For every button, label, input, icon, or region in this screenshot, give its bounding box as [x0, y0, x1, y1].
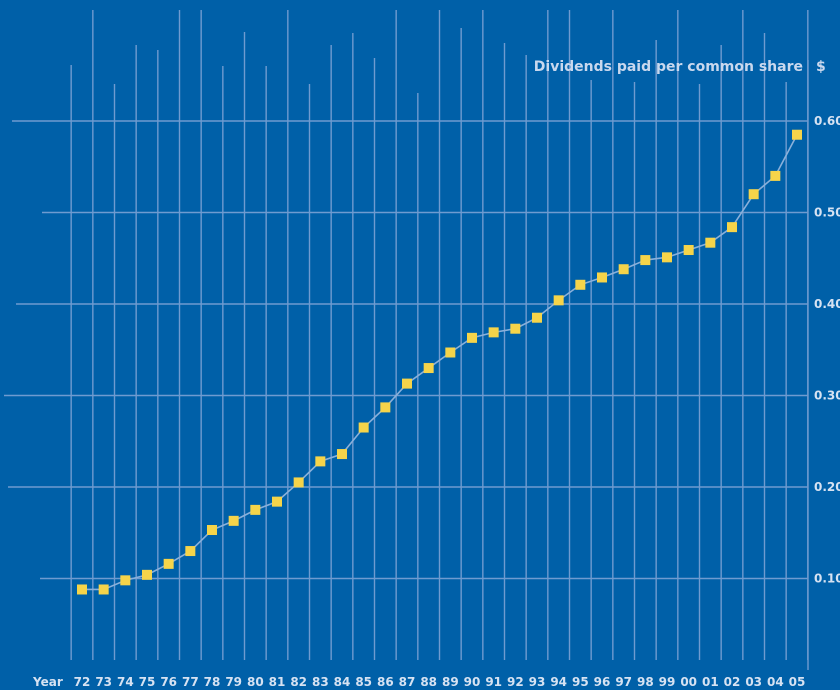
data-point-marker: [98, 584, 109, 595]
data-point-marker: [748, 189, 759, 200]
data-point-marker: [77, 584, 87, 595]
data-point-marker: [358, 422, 369, 433]
data-point-marker: [250, 504, 261, 515]
y-tick-labels: 0.10 0.20 0.30 0.40 0.50 0.60: [814, 114, 840, 586]
data-point-marker: [662, 252, 672, 263]
data-point-marker: [423, 363, 434, 374]
x-tick-label: 74: [117, 675, 134, 689]
x-tick-label: 91: [485, 675, 502, 689]
x-tick-label: 80: [247, 675, 264, 689]
data-point-marker: [640, 255, 651, 266]
x-tick-label: 90: [464, 675, 481, 689]
x-tick-label: 01: [702, 675, 719, 689]
data-point-marker: [705, 237, 716, 248]
x-tick-label: 81: [269, 675, 286, 689]
data-point-marker: [467, 332, 477, 343]
data-point-marker: [488, 327, 499, 338]
x-tick-label: 03: [745, 675, 762, 689]
x-tick-label: 77: [182, 675, 199, 689]
x-tick-label: 78: [204, 675, 221, 689]
x-tick-label: 00: [680, 675, 697, 689]
y-tick-label: 0.30: [814, 389, 840, 403]
x-tick-label: 92: [507, 675, 524, 689]
x-tick-label: 72: [74, 675, 91, 689]
y-tick-label: 0.50: [814, 206, 840, 220]
y-tick-label: 0.10: [814, 572, 840, 586]
data-point-marker: [597, 272, 607, 283]
x-tick-label: 76: [160, 675, 177, 689]
x-tick-labels: 72 73 74 75 76 77 78 79 80 81 82 83 84 85 86 87 88 89 90 91…: [74, 675, 806, 689]
data-point-marker: [445, 347, 456, 358]
x-axis-label: Year: [32, 675, 63, 689]
grid-layer: [4, 10, 809, 670]
data-point-marker: [272, 496, 282, 507]
data-point-marker: [727, 222, 737, 233]
y-tick-label: 0.60: [814, 114, 840, 128]
x-tick-label: 85: [355, 675, 372, 689]
data-point-marker: [510, 323, 521, 334]
dividend-markers: [77, 129, 802, 595]
data-point-marker: [163, 558, 174, 569]
x-tick-label: 95: [572, 675, 589, 689]
data-point-marker: [553, 295, 564, 306]
y-tick-label: 0.40: [814, 297, 840, 311]
data-point-marker: [402, 378, 412, 389]
unit-label: $: [816, 59, 826, 75]
y-tick-label: 0.20: [814, 480, 840, 494]
data-point-marker: [120, 575, 131, 586]
data-point-marker: [618, 264, 629, 275]
x-tick-label: 02: [724, 675, 741, 689]
x-tick-label: 84: [334, 675, 351, 689]
data-point-marker: [207, 525, 217, 536]
data-point-marker: [142, 569, 152, 580]
x-tick-label: 97: [615, 675, 632, 689]
data-point-marker: [770, 170, 781, 181]
x-tick-label: 89: [442, 675, 459, 689]
x-tick-label: 82: [290, 675, 307, 689]
data-point-marker: [380, 402, 391, 413]
x-tick-label: 94: [550, 675, 567, 689]
x-tick-label: 93: [529, 675, 546, 689]
x-tick-label: 99: [659, 675, 676, 689]
x-tick-label: 88: [420, 675, 437, 689]
x-tick-label: 79: [225, 675, 242, 689]
x-tick-label: 83: [312, 675, 329, 689]
dividend-series-line: [82, 134, 798, 591]
x-tick-label: 73: [95, 675, 112, 689]
data-point-marker: [228, 515, 239, 526]
chart-title: Dividends paid per common share: [534, 59, 803, 75]
x-tick-label: 96: [594, 675, 611, 689]
data-point-marker: [185, 546, 196, 557]
x-tick-label: 87: [399, 675, 416, 689]
x-tick-label: 05: [789, 675, 806, 689]
data-point-marker: [575, 279, 586, 290]
data-point-marker: [315, 456, 326, 467]
x-tick-label: 04: [767, 675, 784, 689]
x-tick-label: 75: [139, 675, 156, 689]
data-point-marker: [293, 477, 304, 488]
data-point-marker: [683, 245, 694, 256]
x-tick-label: 98: [637, 675, 654, 689]
data-point-marker: [532, 312, 542, 323]
data-point-marker: [337, 449, 347, 460]
x-tick-label: 86: [377, 675, 394, 689]
data-point-marker: [792, 129, 802, 140]
